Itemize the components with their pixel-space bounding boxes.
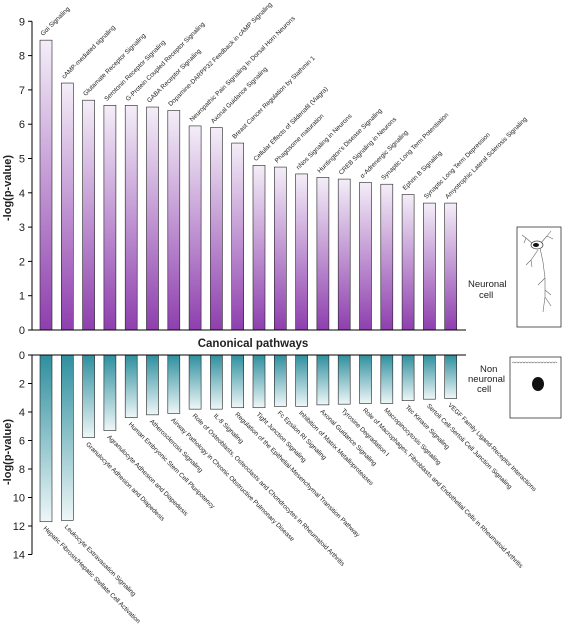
non-neuronal-bar <box>423 354 436 400</box>
neuronal-bar <box>380 183 394 331</box>
non-neuronal-category-label: Tec Kinase Signaling <box>404 404 451 451</box>
non-neuronal-category-labels: Hepatic Fibrosis/Hepatic Stellate Cell A… <box>42 402 538 625</box>
neuronal-y-tick-label: 9 <box>19 16 25 28</box>
non-neuronal-y-tick-label: 14 <box>13 550 25 562</box>
non-neuronal-bar <box>444 354 458 399</box>
neuronal-bar <box>39 39 53 331</box>
neuronal-y-tick-label: 4 <box>19 188 25 200</box>
non-neuronal-y-tick-label: 0 <box>19 350 25 362</box>
neuronal-cell-label-line2: cell <box>479 290 493 301</box>
non-neuronal-cell-label: Non neuronal cell <box>468 364 508 395</box>
non-neuronal-bar <box>188 354 202 410</box>
non-neuronal-bar <box>337 354 351 405</box>
non-neuronal-bar <box>252 354 266 409</box>
neuronal-bar <box>188 125 202 331</box>
x-axis-title: Canonical pathways <box>198 338 309 350</box>
neuronal-category-label: Amyotrophic Lateral Sclerosis Signaling <box>444 116 529 201</box>
neuronal-bar <box>60 82 74 331</box>
neuronal-y-axis: 0 1 2 3 4 5 6 7 8 9 <box>19 16 466 337</box>
non-neuronal-bar <box>82 354 95 438</box>
neuronal-category-label: G-Protein Coupled Receptor Signaling <box>125 21 207 103</box>
neuronal-bars <box>39 39 458 331</box>
neuronal-bar <box>401 194 415 331</box>
non-neuronal-bar <box>401 354 415 401</box>
non-neuronal-y-tick-label: 6 <box>19 436 25 448</box>
neuronal-category-label: Gαi Signaling <box>39 5 71 37</box>
neuronal-bar <box>295 173 308 331</box>
non-neuronal-bar <box>316 354 330 406</box>
neuronal-y-tick-label: 1 <box>19 291 25 303</box>
neuronal-bar <box>146 106 159 331</box>
neuronal-bar <box>124 105 138 331</box>
neuronal-y-tick-label: 7 <box>19 85 25 97</box>
neuronal-bar <box>337 178 351 331</box>
non-neuronal-bar <box>146 354 159 416</box>
neuronal-bar <box>210 127 223 331</box>
neuronal-bar <box>252 165 266 331</box>
neuronal-y-tick-label: 0 <box>19 325 25 337</box>
non-neuronal-bar <box>39 354 53 523</box>
non-neuronal-bar <box>295 354 308 407</box>
non-neuronal-category-label: Role of Macrophages, Fibroblasts and End… <box>361 407 524 570</box>
non-neuronal-bar <box>273 354 287 407</box>
non-neuronal-bar <box>124 354 138 419</box>
neuronal-bar <box>423 202 436 331</box>
non-neuronal-bar <box>210 354 223 410</box>
non-neuronal-y-axis: 0 2 4 6 8 10 12 14 <box>13 350 466 562</box>
neuronal-bar <box>316 177 330 331</box>
non-neuronal-bar <box>103 354 117 431</box>
non-neuronal-cell-chart: 0 2 4 6 8 10 12 14 Hepatic Fibrosis/Hepatic Ste… <box>13 350 538 625</box>
neuronal-cell-label: Neuronal cell <box>468 279 509 301</box>
non-neuronal-y-tick-label: 4 <box>19 407 25 419</box>
neuronal-bar <box>273 166 287 331</box>
neuronal-bar <box>103 105 117 331</box>
neuronal-y-tick-label: 3 <box>19 222 25 234</box>
non-neuronal-bar <box>231 354 244 409</box>
cell-icon <box>509 356 562 419</box>
neuronal-y-tick-label: 5 <box>19 154 25 166</box>
neuronal-bar <box>231 142 244 331</box>
non-neuronal-cell-label-line3: cell <box>477 384 491 395</box>
non-neuronal-y-tick-label: 2 <box>19 379 25 391</box>
neuronal-y-tick-label: 6 <box>19 119 25 131</box>
neuronal-bar <box>444 202 458 331</box>
bottom-y-axis-title: -log(p-value) <box>2 419 14 485</box>
neuronal-cell-label-line1: Neuronal <box>468 279 507 290</box>
non-neuronal-cell-label-line1: Non <box>480 364 497 375</box>
non-neuronal-bar <box>167 354 181 414</box>
neuronal-y-tick-label: 2 <box>19 256 25 268</box>
neuronal-bar <box>359 182 372 331</box>
non-neuronal-category-label: Hepatic Fibrosis/Hepatic Stellate Cell A… <box>42 525 142 625</box>
non-neuronal-cell-label-line2: neuronal <box>468 374 505 385</box>
non-neuronal-y-tick-label: 10 <box>13 493 25 505</box>
neuronal-bar <box>167 110 181 331</box>
non-neuronal-y-tick-label: 8 <box>19 464 25 476</box>
non-neuronal-bar <box>60 354 74 521</box>
non-neuronal-bar <box>380 354 394 404</box>
neuron-icon <box>516 226 562 328</box>
non-neuronal-y-tick-label: 12 <box>13 521 25 533</box>
neuronal-bar <box>82 99 95 331</box>
non-neuronal-bar <box>359 354 372 404</box>
top-y-axis-title: -log(p-value) <box>2 155 14 221</box>
neuronal-y-tick-label: 8 <box>19 51 25 63</box>
